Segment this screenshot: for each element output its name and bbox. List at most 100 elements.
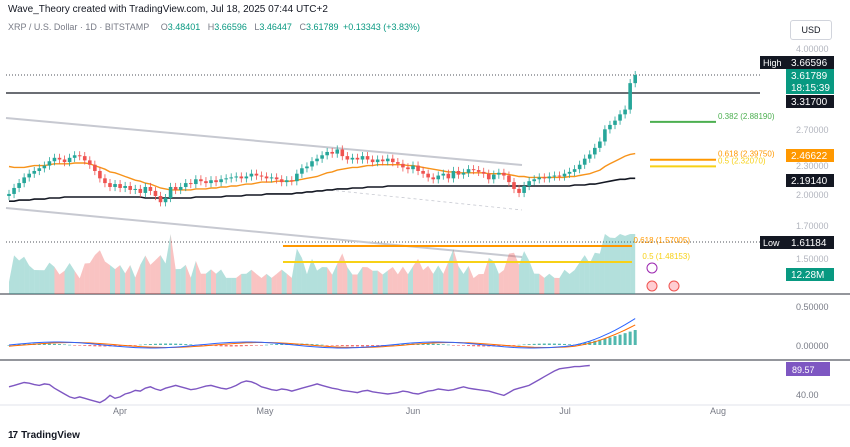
volume-bar <box>594 252 600 294</box>
candle-body <box>168 186 173 199</box>
candle-body <box>148 186 153 191</box>
moving-averages <box>8 152 636 202</box>
candle-body <box>224 178 228 180</box>
volume-bar <box>84 263 90 294</box>
volume-bar <box>271 273 277 294</box>
macd-histogram-bar <box>68 344 72 346</box>
price-label-tag-text: Low <box>763 238 780 248</box>
volume-bar <box>286 273 292 294</box>
volume-bar <box>372 270 378 294</box>
volume-bar <box>332 263 338 294</box>
macd-histogram-bar <box>593 340 597 345</box>
macd-histogram-bar <box>477 345 481 347</box>
chart-attribution: Wave_Theory created with TradingView.com… <box>8 4 328 15</box>
candle-body <box>587 154 592 159</box>
candle-body <box>269 177 274 179</box>
candle-body <box>199 179 203 182</box>
macd-histogram-bar <box>325 345 329 346</box>
price-label-text: 3.66596 <box>791 58 828 69</box>
volume-bar <box>448 249 454 294</box>
candle-body <box>315 158 319 162</box>
candle-body <box>623 109 627 115</box>
candle-body <box>158 195 163 203</box>
macd-histogram-bar <box>340 345 344 347</box>
time-tick-label: Aug <box>710 406 726 416</box>
macd-histogram-bar <box>310 344 314 345</box>
volume-bar <box>221 269 227 294</box>
volume-bar <box>529 260 535 294</box>
volume-bar <box>407 266 413 294</box>
candle-body <box>370 159 375 163</box>
channel-mid-line <box>329 189 523 211</box>
volume-bar <box>216 269 222 294</box>
candle-body <box>537 177 542 180</box>
volume-bar <box>165 234 171 294</box>
macd-line <box>8 318 636 349</box>
macd-histogram-bar <box>335 345 339 346</box>
volume-bar <box>413 258 419 294</box>
volume-bar <box>609 237 615 294</box>
macd-histogram-bar <box>63 344 67 346</box>
candle-body <box>259 175 264 177</box>
volume-bar <box>498 270 504 294</box>
volume-bar <box>246 269 252 294</box>
macd-histogram-bar <box>169 343 173 345</box>
candle-body <box>512 182 516 189</box>
macd-histogram-bar <box>174 343 178 345</box>
candle-body <box>486 173 491 180</box>
volume-bar <box>473 274 479 294</box>
macd-histogram-bar <box>598 339 602 345</box>
candle-body <box>355 157 360 160</box>
volume-bar <box>630 234 636 294</box>
macd-histogram-bar <box>441 344 445 345</box>
macd-histogram-bar <box>527 344 531 345</box>
volume-bar <box>211 269 217 294</box>
fib-level-label: 0.382 (2.88190) <box>718 112 775 121</box>
footer-brand[interactable]: 17 TradingView <box>8 430 80 441</box>
macd-histogram-bar <box>103 345 107 347</box>
macd-histogram-bar <box>254 345 258 346</box>
volume-bar <box>503 253 509 294</box>
macd-histogram-bar <box>396 344 400 346</box>
volume-bar <box>362 267 368 294</box>
candle-body <box>194 179 198 185</box>
macd-histogram-bar <box>98 345 102 347</box>
macd-histogram-bar <box>244 345 248 347</box>
price-label-text: 2.46622 <box>791 151 828 162</box>
macd-histogram-bar <box>73 345 77 346</box>
candle-body <box>67 157 72 163</box>
volume-bar <box>387 267 393 294</box>
price-label-text: 1.61184 <box>791 238 827 249</box>
symbol-name[interactable]: XRP / U.S. Dollar · 1D · BITSTAMP <box>8 22 150 32</box>
volume-bar <box>94 250 100 294</box>
candle-body <box>396 162 400 164</box>
currency-button[interactable]: USD <box>790 20 832 40</box>
volume-bar <box>549 273 555 294</box>
rsi-line <box>8 364 590 404</box>
volume-bar <box>296 248 302 294</box>
volume-bar <box>19 256 25 294</box>
symbol-ohlc-line: XRP / U.S. Dollar · 1D · BITSTAMP O3.484… <box>8 22 422 32</box>
candle-body <box>527 181 531 186</box>
candle-body <box>411 165 415 170</box>
macd-histogram-bar <box>431 343 435 345</box>
volume-bar <box>554 277 560 294</box>
volume-bar <box>514 252 520 294</box>
price-label-tag <box>760 236 786 249</box>
volume-bar <box>54 266 60 294</box>
candle-body <box>77 155 82 157</box>
volume-bar <box>418 258 424 294</box>
candle-body <box>577 164 582 170</box>
price-label-badge <box>786 95 834 108</box>
price-tick-label: 2.00000 <box>796 190 829 200</box>
candle-body <box>204 181 208 184</box>
candle-body <box>350 157 355 160</box>
us-flag-event-icon <box>668 280 680 292</box>
macd-histogram-bar <box>189 344 193 345</box>
volume-bar <box>125 264 131 294</box>
candle-body <box>522 185 526 193</box>
volume-bar <box>539 273 545 294</box>
channel-upper-line <box>5 117 523 166</box>
volume-bar <box>312 258 318 294</box>
